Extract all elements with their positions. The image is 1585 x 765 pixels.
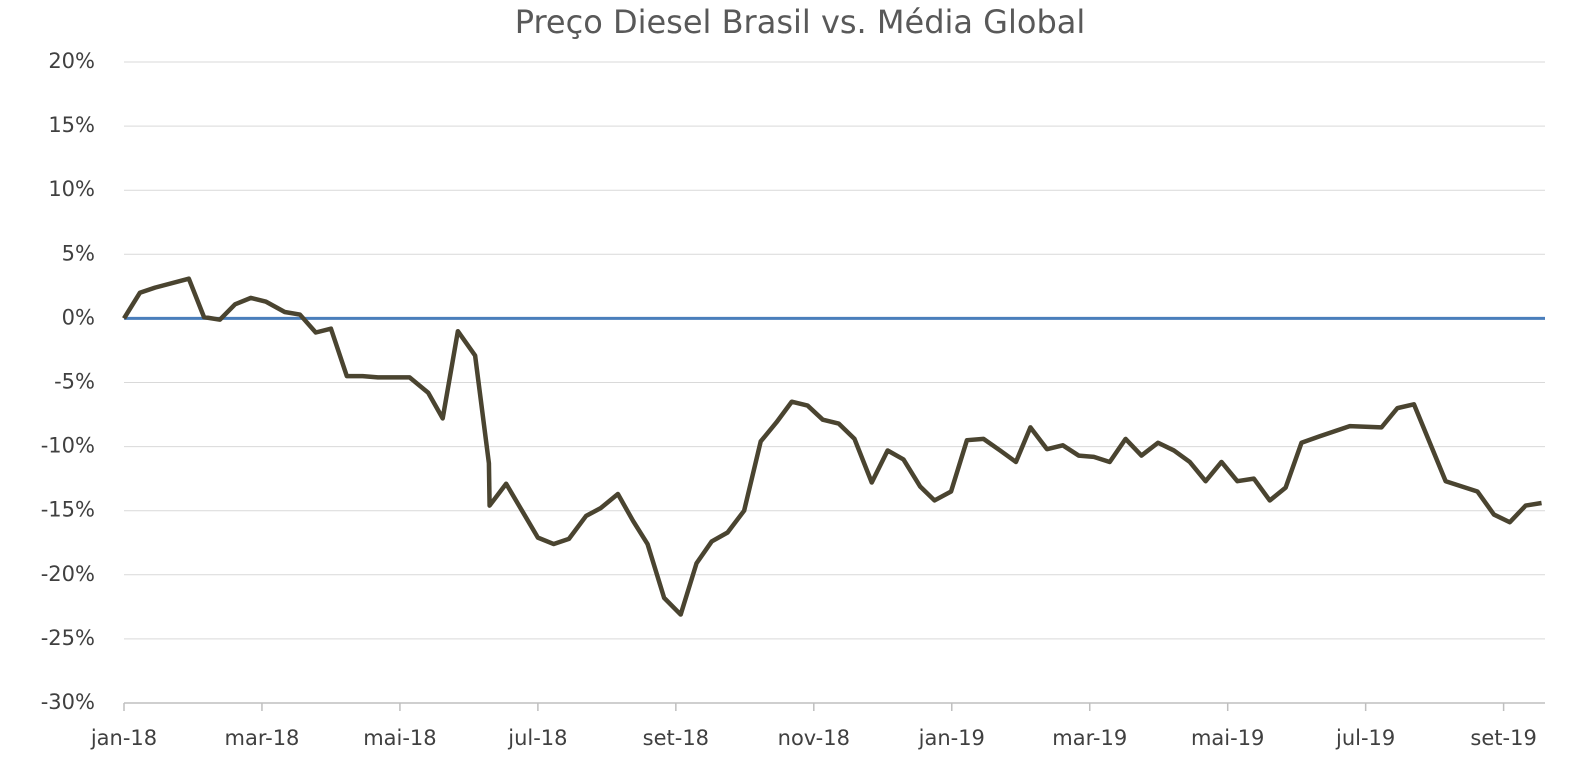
y-tick-label: 10% [48, 177, 95, 201]
x-tick-label: jul-18 [507, 726, 567, 750]
y-tick-label: -25% [41, 626, 95, 650]
y-tick-label: 5% [62, 241, 95, 265]
x-tick-label: jan-18 [90, 726, 157, 750]
x-tick-label: nov-18 [778, 726, 850, 750]
y-tick-label: -5% [54, 370, 95, 394]
x-tick-label: set-18 [643, 726, 709, 750]
y-tick-label: -15% [41, 498, 95, 522]
data-line [122, 276, 1542, 617]
x-tick-label: mar-18 [225, 726, 300, 750]
y-tick-label: -30% [41, 690, 95, 714]
chart-title: Preço Diesel Brasil vs. Média Global [515, 3, 1086, 41]
x-tick-label: jan-19 [918, 726, 985, 750]
x-tick-label: jul-19 [1335, 726, 1395, 750]
y-tick-label: -10% [41, 434, 95, 458]
x-tick-label: mai-18 [363, 726, 436, 750]
x-tick-label: set-19 [1470, 726, 1536, 750]
y-tick-label: 15% [48, 113, 95, 137]
x-tick-label: mai-19 [1191, 726, 1264, 750]
y-tick-label: 0% [62, 305, 95, 329]
y-tick-label: -20% [41, 562, 95, 586]
x-tick-label: mar-19 [1052, 726, 1127, 750]
y-tick-label: 20% [48, 49, 95, 73]
